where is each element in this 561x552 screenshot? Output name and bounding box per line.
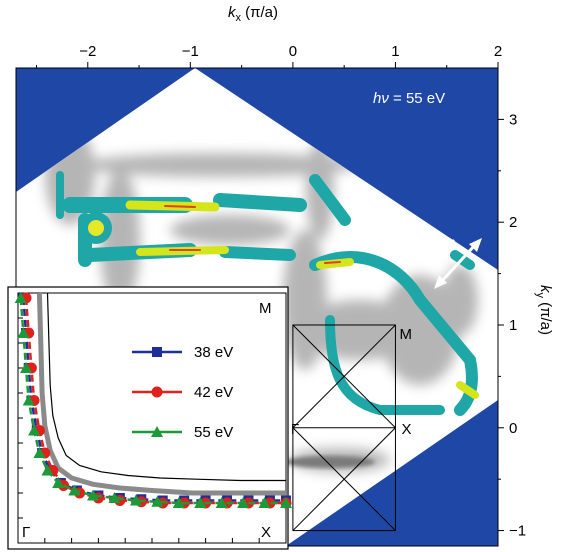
- legend-marker: [151, 386, 163, 398]
- x-tick-label: 1: [391, 43, 399, 60]
- brillouin-zone: [292, 324, 396, 532]
- photon-energy-annotation: hν = 55 eV: [373, 90, 445, 107]
- data-point: [20, 362, 33, 373]
- arrow-head-down-icon: [434, 275, 447, 289]
- inset-panel: M Γ X 38 eV 42 eV 55 eV: [7, 286, 292, 550]
- legend-entry: 55 eV: [132, 424, 233, 441]
- inset-label-gamma: Γ: [22, 524, 30, 541]
- dark-streak: [285, 456, 375, 468]
- data-point: [52, 477, 65, 488]
- arrow-head-up-icon: [469, 238, 482, 252]
- polarization-label: ε̂: [446, 237, 456, 254]
- bz-label-x: X: [401, 421, 411, 438]
- data-point: [172, 497, 185, 508]
- legend-label: 38 eV: [194, 344, 233, 361]
- data-point: [22, 394, 35, 406]
- legend-marker: [151, 426, 163, 437]
- inset-label-x: X: [261, 524, 271, 541]
- y-tick-label: 1: [509, 317, 517, 334]
- data-point: [33, 447, 46, 458]
- polarization-arrow: [434, 238, 482, 289]
- x-axis-ticks: −2 −1 0 1 2: [36, 43, 502, 68]
- bz-label-gamma: Γ: [291, 421, 299, 438]
- series-55-eV: [14, 292, 292, 508]
- inset-label-m: M: [259, 300, 272, 317]
- data-point: [237, 497, 250, 508]
- data-point: [14, 292, 27, 303]
- inset-reference-curves: [36, 292, 286, 496]
- x-tick-label: 2: [494, 43, 502, 60]
- data-point: [280, 497, 292, 508]
- y-tick-label: 3: [509, 111, 517, 128]
- inset-ticks: [18, 317, 260, 543]
- x-tick-label: −2: [79, 43, 96, 60]
- legend-marker: [152, 347, 162, 357]
- inset-legend: 38 eV 42 eV 55 eV: [132, 344, 233, 441]
- data-point: [68, 484, 81, 496]
- y-tick-label: 2: [509, 214, 517, 231]
- data-point: [41, 464, 54, 476]
- data-point: [151, 495, 164, 507]
- data-point: [258, 497, 271, 508]
- data-point: [87, 489, 100, 501]
- data-point: [108, 492, 121, 503]
- data-point: [17, 327, 30, 338]
- x-axis-label: kx (π/a): [228, 4, 278, 24]
- inset-series: [14, 292, 292, 509]
- red-intensity-layer: [164, 205, 341, 264]
- gray-reference-curve: [36, 292, 286, 496]
- legend-entry: 42 eV: [132, 384, 233, 401]
- data-point: [129, 494, 142, 506]
- legend-entry: 38 eV: [132, 344, 233, 361]
- data-point: [215, 497, 228, 508]
- data-point: [194, 497, 207, 508]
- hot-spot-core: [88, 220, 104, 236]
- data-point: [28, 424, 41, 436]
- inset-background: [7, 286, 289, 550]
- y-tick-label: 0: [509, 420, 517, 437]
- y-axis-label: ky (π/a): [534, 285, 554, 335]
- y-axis-ticks: −1 0 1 2 3: [498, 111, 526, 540]
- x-tick-label: −1: [182, 43, 199, 60]
- legend-label: 42 eV: [194, 384, 233, 401]
- thin-reference-curve: [46, 292, 286, 482]
- x-tick-label: 0: [289, 43, 297, 60]
- bz-label-m: M: [399, 326, 412, 343]
- legend-label: 55 eV: [194, 424, 233, 441]
- y-tick-label: −1: [509, 523, 526, 540]
